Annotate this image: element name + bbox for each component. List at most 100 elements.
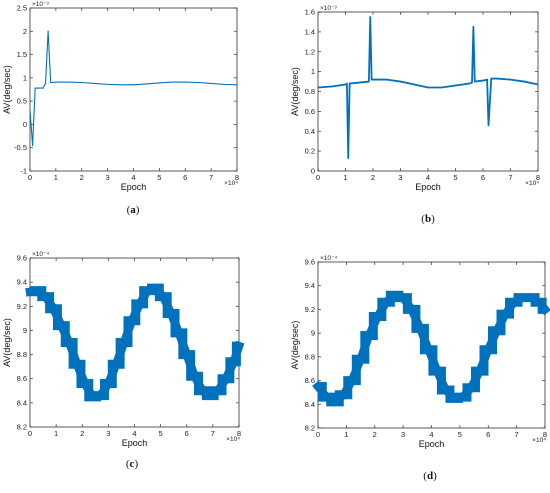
panel-caption: (d) <box>423 470 437 482</box>
y-tick-label: 2.5 <box>17 4 27 13</box>
x-tick-label: 4 <box>132 429 136 438</box>
data-point <box>107 83 109 85</box>
x-tick-label: 2 <box>80 429 84 438</box>
data-point <box>349 82 351 85</box>
x-tick-label: 7 <box>211 429 215 438</box>
panel-caption-letter: d <box>427 470 433 482</box>
data-point <box>325 396 328 398</box>
data-point <box>186 353 188 356</box>
data-point <box>368 334 370 337</box>
data-point <box>386 78 388 81</box>
x-tick-label: 0 <box>28 429 32 438</box>
y-tick-label: 9.6 <box>17 254 27 263</box>
y-tick-label: 9.4 <box>305 281 315 290</box>
x-tick-label: 6 <box>183 173 187 182</box>
data-point <box>344 83 347 86</box>
y-tick-label: 0.6 <box>305 107 315 116</box>
data-point <box>236 84 238 86</box>
series-line-0 <box>317 16 539 159</box>
data-point <box>170 312 172 315</box>
data-point <box>145 83 148 85</box>
data-point <box>371 78 373 81</box>
x-axis-label: Epoch <box>121 182 147 192</box>
x-axis-label: Epoch <box>415 182 441 192</box>
data-point <box>197 81 199 84</box>
data-point <box>462 396 464 398</box>
data-point <box>55 81 57 83</box>
x-tick-label: 8 <box>237 429 241 438</box>
data-point <box>31 144 34 146</box>
data-point <box>115 363 117 365</box>
x-tick-label: 5 <box>159 429 163 438</box>
data-point <box>468 82 470 85</box>
x-tick-label: 6 <box>486 430 490 439</box>
x-tick-label: 0 <box>316 430 320 439</box>
y-tick-label: -1 <box>20 167 27 176</box>
data-point <box>347 157 349 159</box>
x-tick-label: 2 <box>373 430 377 439</box>
x-tick-label: 7 <box>209 173 213 182</box>
plot-area <box>317 11 539 172</box>
data-point <box>436 370 438 372</box>
data-point <box>413 83 415 86</box>
data-point <box>411 308 413 311</box>
data-point <box>530 296 532 299</box>
y-tick-label: 8.8 <box>305 352 315 361</box>
y-tick-label: 9 <box>311 329 315 338</box>
data-point <box>351 379 353 382</box>
x-tick-label: 7 <box>508 173 512 182</box>
data-point <box>171 81 173 83</box>
x-tick-label: 8 <box>543 430 547 439</box>
data-point <box>359 358 362 360</box>
plot-area <box>317 261 546 429</box>
data-point <box>158 82 160 84</box>
x-tick-label: 2 <box>371 173 375 182</box>
data-point <box>29 291 31 293</box>
data-point <box>385 301 387 303</box>
data-point <box>427 86 429 89</box>
chart-panel-b: 0 1 2 3 4 5 6 7 8 0 0.2 0.4 0.6 0.8 1 1.2 1.4 1.6 ×10⁻³ ×10… <box>290 5 540 225</box>
y-axis-label: AV(deg/sec) <box>290 321 300 370</box>
y-tick-label: 1 <box>23 73 27 82</box>
x-tick-label: 6 <box>185 429 189 438</box>
data-point <box>209 395 211 397</box>
y-multiplier: ×10⁻³ <box>320 5 337 12</box>
data-point <box>470 387 472 389</box>
y-tick-label: 9 <box>23 326 27 335</box>
data-point <box>472 26 474 28</box>
x-tick-label: 3 <box>106 173 110 182</box>
data-point <box>454 84 457 87</box>
plot-area <box>29 7 238 172</box>
data-point <box>94 82 96 85</box>
data-point <box>184 81 186 83</box>
y-tick-label: 8.6 <box>17 374 27 383</box>
data-point <box>52 308 55 310</box>
y-tick-label: 8.4 <box>17 398 27 407</box>
y-tick-label: 1.2 <box>305 47 315 56</box>
series-line-0 <box>29 30 238 146</box>
data-point <box>402 296 404 299</box>
y-tick-label: 1.4 <box>305 27 315 36</box>
x-tick-label: 1 <box>54 173 58 182</box>
y-tick-label: 9.4 <box>17 278 27 287</box>
data-point <box>68 81 70 83</box>
data-point <box>84 382 86 385</box>
data-point <box>474 80 476 83</box>
y-tick-label: 2 <box>23 27 27 36</box>
data-point <box>37 87 39 89</box>
data-point <box>210 82 212 85</box>
data-point <box>504 313 506 315</box>
data-point <box>193 375 196 377</box>
data-point <box>445 389 447 391</box>
x-tick-label: 4 <box>426 173 430 182</box>
data-point <box>487 124 490 126</box>
data-point <box>178 332 180 334</box>
data-point <box>132 84 135 86</box>
x-multiplier: ×10⁴ <box>224 180 238 187</box>
data-point <box>509 78 512 81</box>
data-point <box>34 87 36 89</box>
y-tick-label: 1 <box>311 67 315 76</box>
x-axis-label: Epoch <box>122 438 148 448</box>
data-point <box>37 289 39 292</box>
data-point <box>441 86 443 89</box>
